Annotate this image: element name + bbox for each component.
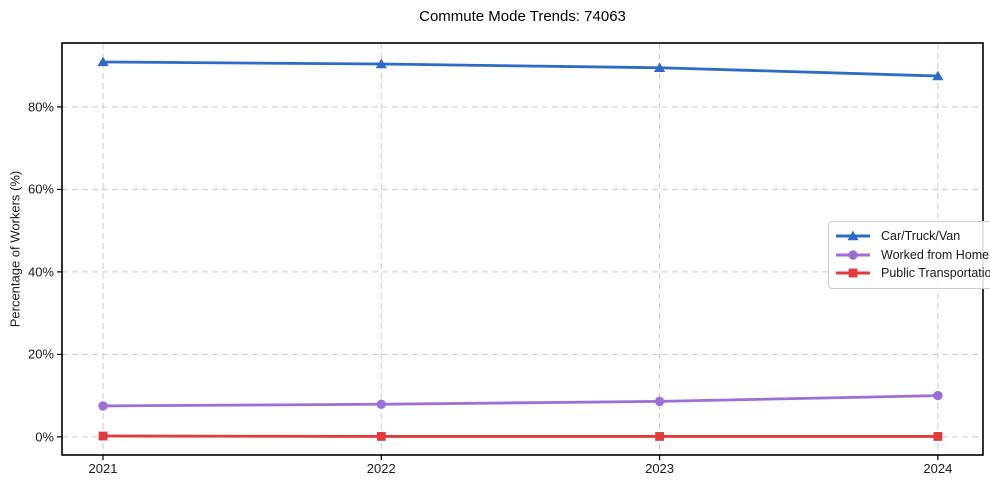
chart-title: Commute Mode Trends: 74063 bbox=[419, 8, 626, 25]
series-line-worked-from-home bbox=[101, 394, 940, 408]
marker-public-transportation-2023 bbox=[655, 432, 664, 441]
x-tick-label: 2021 bbox=[88, 461, 118, 476]
x-tick-label: 2023 bbox=[645, 461, 675, 476]
legend-item-worked-from-home: Worked from Home bbox=[835, 246, 990, 265]
y-tick-label: 0% bbox=[35, 429, 54, 445]
marker-worked-from-home-2021 bbox=[98, 401, 108, 411]
legend-item-public-transportation: Public Transportation bbox=[835, 264, 990, 283]
legend-circle-marker-icon bbox=[835, 248, 871, 262]
legend-triangle-marker-icon bbox=[835, 229, 871, 243]
legend-marker-triangle bbox=[847, 230, 859, 241]
legend-square-marker-icon bbox=[835, 266, 871, 280]
marker-car-truck-van-2023 bbox=[653, 62, 666, 72]
y-tick-label: 20% bbox=[27, 346, 54, 362]
legend: Car/Truck/Van Worked from Home Public Tr… bbox=[828, 221, 990, 289]
marker-worked-from-home-2022 bbox=[376, 399, 386, 409]
legend-label: Public Transportation bbox=[881, 266, 990, 281]
marker-car-truck-van-2022 bbox=[375, 58, 387, 69]
x-tick-label: 2022 bbox=[366, 461, 396, 476]
y-tick-label: 40% bbox=[27, 264, 54, 280]
legend-label: Car/Truck/Van bbox=[881, 229, 961, 244]
marker-car-truck-van-2024 bbox=[932, 70, 944, 81]
marker-car-truck-van-2021 bbox=[97, 56, 109, 67]
series-line-car-truck-van bbox=[101, 60, 940, 78]
legend-label: Worked from Home bbox=[881, 247, 990, 262]
legend-marker-square bbox=[848, 268, 858, 278]
marker-worked-from-home-2024 bbox=[933, 390, 943, 401]
x-tick-label: 2024 bbox=[923, 461, 953, 476]
y-tick-label: 60% bbox=[27, 181, 54, 197]
marker-public-transportation-2022 bbox=[376, 432, 386, 441]
marker-public-transportation-2024 bbox=[933, 432, 943, 441]
y-tick-label: 80% bbox=[27, 99, 54, 115]
marker-public-transportation-2021 bbox=[98, 431, 108, 441]
marker-worked-from-home-2023 bbox=[654, 396, 665, 407]
legend-item-car-truck-van: Car/Truck/Van bbox=[835, 227, 990, 246]
legend-marker-circle bbox=[848, 250, 858, 260]
